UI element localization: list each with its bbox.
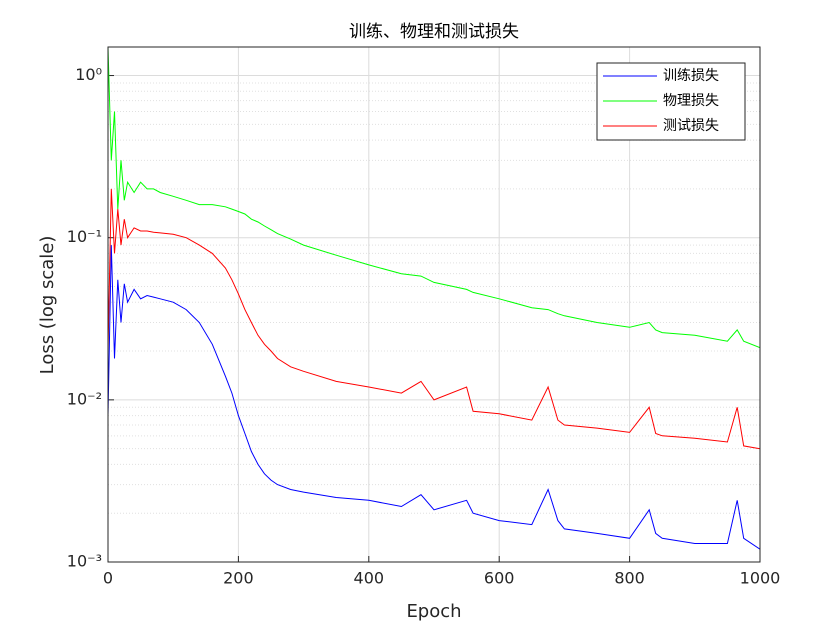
y-tick-label: 10⁻¹ [67, 227, 102, 246]
legend-label: 训练损失 [663, 68, 719, 84]
y-tick-label: 10⁻³ [67, 552, 102, 571]
plot-frame [107, 46, 761, 563]
data-line [108, 245, 760, 550]
x-tick-label: 400 [354, 569, 385, 588]
x-tick-label: 800 [614, 569, 645, 588]
data-line [108, 47, 760, 349]
x-tick-label: 0 [103, 569, 113, 588]
y-axis-label: Loss (log scale) [37, 236, 58, 375]
x-tick-label: 600 [484, 569, 515, 588]
data-line [108, 188, 760, 450]
legend-label: 测试损失 [663, 118, 719, 134]
chart-title: 训练、物理和测试损失 [349, 22, 519, 42]
x-tick-label: 200 [223, 569, 254, 588]
legend-label: 物理损失 [663, 93, 719, 109]
y-tick-label: 10⁰ [75, 65, 102, 84]
x-tick-label: 1000 [740, 569, 781, 588]
y-tick-label: 10⁻² [67, 389, 102, 408]
x-axis-label: Epoch [406, 601, 461, 622]
